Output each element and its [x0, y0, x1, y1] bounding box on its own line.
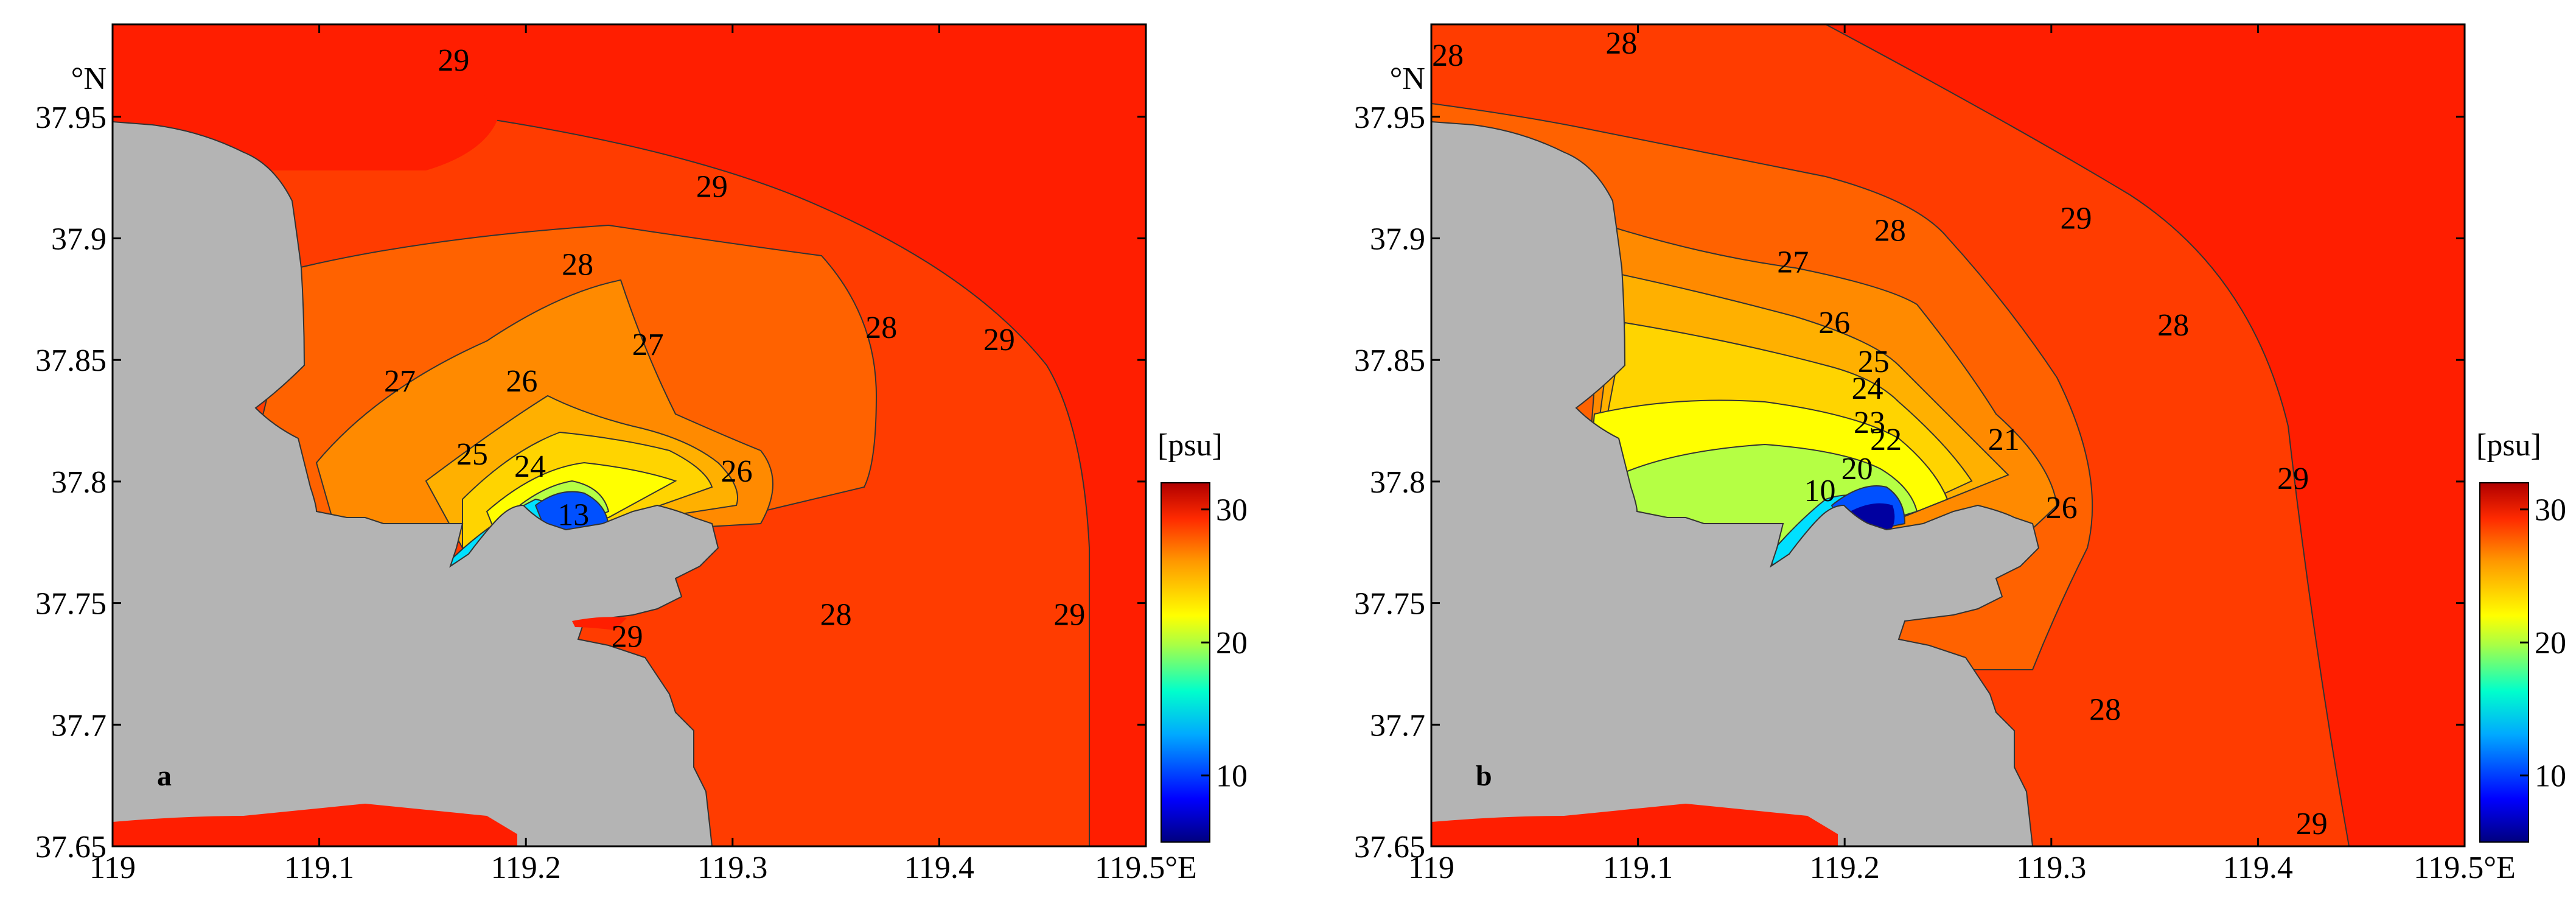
- contour-label: 25: [1858, 345, 1890, 379]
- panel-a-colorbar-ticks: 10 20 30: [1201, 493, 1248, 794]
- contour-label: 25: [456, 437, 488, 472]
- panel-a-south-sea: [113, 804, 517, 846]
- contour-label: 28: [865, 311, 897, 345]
- y-tick-label: 37.65: [1354, 830, 1425, 865]
- panel-a-contour-29-wedge: [113, 24, 499, 170]
- y-tick-label: 37.85: [1354, 343, 1425, 378]
- contour-label: 21: [1988, 423, 2020, 457]
- contour-label: 28: [562, 247, 593, 282]
- panel-b-frame: [1430, 23, 2466, 848]
- contour-label: 27: [384, 364, 416, 399]
- panel-b-land: [1431, 121, 2040, 846]
- y-tick-label: 37.9: [51, 222, 106, 256]
- contour-label: 10: [1804, 474, 1835, 508]
- contour-label: 24: [1852, 371, 1883, 406]
- contour-label: 28: [1432, 38, 1464, 73]
- x-tick-label: 119.3: [2016, 851, 2086, 885]
- panel-b-colorbar-ticks: 10 20 30: [2520, 493, 2566, 794]
- panel-a-inlet: [572, 617, 627, 630]
- panel-b-map: [1431, 24, 2465, 846]
- y-tick-label: 37.85: [35, 343, 106, 378]
- y-tick-label: 37.8: [1370, 465, 1425, 500]
- panel-a-contour-labels: 29 29 28 28 29 27 26 27 25 24 26 13 28 29 29: [384, 43, 1085, 655]
- panel-b-axes: 119 119.1 119.2 119.3 119.4 119.5°E 37.65 37.7 3…: [1354, 24, 2516, 885]
- colorbar-tick-label: 20: [2535, 626, 2566, 661]
- x-tick-label: 119.3: [697, 851, 767, 885]
- panel-a-colorbar-unit: [psu]: [1157, 428, 1223, 463]
- y-tick-label: 37.7: [1370, 708, 1425, 743]
- x-tick-label: 119.4: [904, 851, 974, 885]
- panel-a-frame: [111, 23, 1147, 848]
- panel-a-colorbar: [1161, 482, 1210, 843]
- contour-label: 26: [721, 454, 753, 489]
- contour-label: 20: [1841, 452, 1873, 486]
- contour-label: 29: [612, 619, 643, 654]
- colorbar-tick-label: 30: [1216, 493, 1248, 528]
- panel-b-colorbar-unit: [psu]: [2476, 428, 2541, 463]
- contour-label: 27: [1777, 245, 1809, 279]
- panel-a-land: [113, 121, 719, 846]
- y-tick-label: 37.65: [35, 830, 106, 865]
- panel-a-axes: 119 119.1 119.2 119.3 119.4 119.5°E 37.65 37.7 3…: [35, 24, 1197, 885]
- x-tick-label: 119.5°E: [1095, 851, 1197, 885]
- panel-a-letter: a: [157, 760, 172, 792]
- contour-label: 22: [1870, 423, 1902, 457]
- x-tick-label: 119.1: [1603, 851, 1673, 885]
- colorbar-tick-label: 10: [2535, 759, 2566, 794]
- panel-a-lat-unit: °N: [71, 61, 106, 96]
- contour-label: 28: [2089, 692, 2121, 727]
- contour-label: 29: [438, 43, 469, 78]
- panel-b-lat-unit: °N: [1390, 61, 1425, 96]
- contour-label: 29: [696, 170, 728, 205]
- panel-b-south-sea: [1431, 804, 1838, 846]
- colorbar-tick-label: 10: [1216, 759, 1248, 794]
- x-tick-label: 119.1: [284, 851, 354, 885]
- contour-label: 29: [983, 323, 1015, 357]
- contour-label: 24: [514, 449, 546, 484]
- contour-label: 28: [2157, 308, 2189, 343]
- x-tick-label: 119: [1408, 851, 1454, 885]
- y-tick-label: 37.75: [35, 587, 106, 622]
- contour-label: 28: [1874, 213, 1906, 248]
- x-tick-label: 119.2: [1810, 851, 1880, 885]
- contour-label: 26: [1818, 306, 1850, 340]
- contour-label: 28: [1605, 26, 1637, 61]
- panel-b-colorbar: [2479, 482, 2529, 843]
- colorbar-tick-label: 30: [2535, 493, 2566, 528]
- y-tick-label: 37.9: [1370, 222, 1425, 256]
- x-tick-label: 119.4: [2223, 851, 2293, 885]
- y-tick-label: 37.75: [1354, 587, 1425, 622]
- contour-label: 29: [2296, 807, 2328, 841]
- contour-label: 26: [2046, 491, 2078, 525]
- x-tick-label: 119.5°E: [2414, 851, 2516, 885]
- contour-label: 29: [2277, 462, 2309, 496]
- colorbar-tick-label: 20: [1216, 626, 1248, 661]
- contour-label: 29: [2061, 201, 2092, 236]
- y-tick-label: 37.95: [1354, 100, 1425, 135]
- contour-label: 29: [1053, 597, 1085, 632]
- contour-label: 23: [1854, 405, 1885, 440]
- panel-b-letter: b: [1476, 760, 1492, 792]
- x-tick-label: 119: [89, 851, 136, 885]
- contour-label: 28: [820, 597, 852, 632]
- x-tick-label: 119.2: [491, 851, 561, 885]
- y-tick-label: 37.8: [51, 465, 106, 500]
- contour-label: 26: [506, 364, 537, 399]
- y-tick-label: 37.7: [51, 708, 106, 743]
- y-tick-label: 37.95: [35, 100, 106, 135]
- contour-label: 27: [632, 328, 664, 362]
- panel-a-map: [113, 24, 1146, 846]
- contour-label: 13: [557, 498, 589, 533]
